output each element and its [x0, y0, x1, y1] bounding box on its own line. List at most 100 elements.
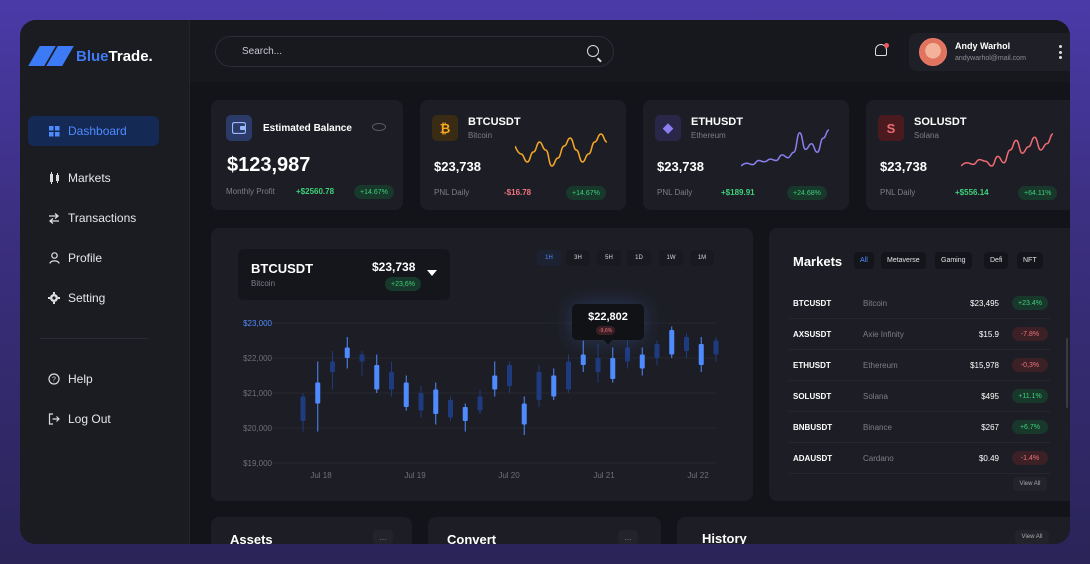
markets-card: Markets All Metaverse Gaming Defi NFT BT…: [769, 228, 1070, 501]
search-input[interactable]: Search...: [215, 36, 614, 67]
sidebar-item-setting[interactable]: Setting: [28, 283, 159, 313]
tab-defi[interactable]: Defi: [984, 252, 1009, 269]
candle-body[interactable]: [433, 389, 439, 415]
sidebar-item-profile[interactable]: Profile: [28, 243, 159, 273]
ticker-change: -$16.78: [504, 188, 532, 197]
candle-body[interactable]: [580, 354, 586, 366]
notification-dot: [884, 43, 889, 48]
market-price: $15.9: [978, 330, 999, 339]
candle-body[interactable]: [418, 393, 424, 411]
candle-body[interactable]: [448, 400, 453, 418]
market-symbol: BTCUSDT: [793, 299, 832, 308]
chevron-down-icon[interactable]: [427, 270, 437, 276]
candle-body[interactable]: [595, 358, 601, 372]
ticker-symbol: ETHUSDT: [691, 116, 743, 128]
markets-view-all-button[interactable]: View All: [1013, 477, 1047, 491]
assets-card: Assets ...: [211, 517, 412, 544]
market-name: Bitcoin: [863, 299, 888, 308]
history-title: History: [702, 531, 747, 544]
top-bar: Search... Andy Warhol andywarhol@mail.co…: [190, 20, 1070, 82]
timeframe-1m[interactable]: 1M: [690, 250, 714, 266]
brand-logo[interactable]: BlueTrade.: [28, 46, 153, 66]
ticker-card-eth[interactable]: ◆ ETHUSDT Ethereum $23,738 PNL Daily +$1…: [643, 100, 849, 210]
tab-nft[interactable]: NFT: [1017, 252, 1043, 269]
table-row[interactable]: BNBUSDT Binance $267 +6.7%: [789, 412, 1050, 443]
tab-metaverse[interactable]: Metaverse: [881, 252, 926, 269]
timeframe-1w[interactable]: 1W: [659, 250, 683, 266]
table-row[interactable]: ADAUSDT Cardano $0.49 -1.4%: [789, 443, 1050, 474]
sparkline-path: [515, 133, 607, 167]
ethereum-icon: ◆: [655, 115, 681, 141]
candle-body[interactable]: [315, 382, 321, 404]
candle-body[interactable]: [507, 365, 512, 386]
search-icon[interactable]: [587, 45, 599, 57]
candle-body[interactable]: [300, 396, 306, 422]
market-price: $495: [981, 392, 999, 401]
candle-body[interactable]: [403, 382, 409, 408]
timeframe-3h[interactable]: 3H: [566, 250, 590, 266]
timeframe-1d[interactable]: 1D: [627, 250, 651, 266]
candle-body[interactable]: [330, 361, 335, 373]
candle-body[interactable]: [639, 354, 645, 369]
x-tick-label: Jul 18: [310, 471, 332, 480]
search-placeholder: Search...: [242, 46, 283, 57]
candle-body[interactable]: [566, 361, 571, 390]
timeframe-1h[interactable]: 1H: [537, 250, 561, 266]
candle-body[interactable]: [536, 372, 542, 400]
user-menu[interactable]: Andy Warhol andywarhol@mail.com: [909, 33, 1070, 71]
ticker-card-btc[interactable]: ₿ BTCUSDT Bitcoin $23,738 PNL Daily -$16…: [420, 100, 626, 210]
candle-body[interactable]: [625, 347, 630, 362]
candle-body[interactable]: [521, 403, 527, 425]
convert-more-button[interactable]: ...: [618, 530, 638, 544]
candle-body[interactable]: [462, 407, 468, 421]
candles-icon: [48, 172, 60, 184]
sidebar-item-logout[interactable]: Log Out: [28, 404, 159, 434]
timeframe-5h[interactable]: 5H: [597, 250, 621, 266]
candle-body[interactable]: [684, 337, 689, 351]
sparkline-btc: [515, 133, 607, 167]
sidebar-item-help[interactable]: ? Help: [28, 364, 159, 394]
candle-body[interactable]: [492, 375, 498, 390]
candle-body[interactable]: [344, 347, 350, 359]
notification-bell-icon[interactable]: [873, 42, 889, 60]
candlestick-chart[interactable]: $23,000 $22,000 $21,000 $20,000 $19,000 Jul 1…: [211, 308, 753, 488]
logout-icon: [48, 413, 60, 425]
more-vertical-icon[interactable]: [1059, 45, 1062, 59]
tab-all[interactable]: All: [854, 252, 874, 269]
market-symbol: ETHUSDT: [793, 361, 831, 370]
history-view-all-button[interactable]: View All: [1015, 530, 1049, 544]
candle-body[interactable]: [551, 375, 557, 397]
market-change: +6.7%: [1012, 420, 1048, 434]
sidebar-item-label: Markets: [68, 171, 111, 185]
table-row[interactable]: AXSUSDT Axie Infinity $15.9 -7.8%: [789, 319, 1050, 350]
scrollbar[interactable]: [1066, 338, 1068, 408]
sidebar: BlueTrade. Dashboard Markets Transaction…: [20, 20, 190, 544]
market-name: Axie Infinity: [863, 330, 904, 339]
balance-label: Monthly Profit: [226, 187, 275, 196]
candle-body[interactable]: [713, 340, 719, 355]
table-row[interactable]: BTCUSDT Bitcoin $23,495 +23.4%: [789, 288, 1050, 319]
ticker-symbol: BTCUSDT: [468, 116, 521, 128]
sidebar-item-transactions[interactable]: Transactions: [28, 203, 159, 233]
sidebar-item-markets[interactable]: Markets: [28, 163, 159, 193]
table-row[interactable]: SOLUSDT Solana $495 +11.1%: [789, 381, 1050, 412]
sidebar-item-dashboard[interactable]: Dashboard: [28, 116, 159, 146]
candle-body[interactable]: [359, 354, 365, 362]
eye-icon[interactable]: [372, 123, 386, 131]
tab-gaming[interactable]: Gaming: [935, 252, 972, 269]
candle-body[interactable]: [374, 365, 380, 390]
candle-body[interactable]: [477, 396, 483, 411]
candle-body[interactable]: [610, 358, 616, 379]
candle-body[interactable]: [654, 344, 660, 358]
ticker-card-sol[interactable]: S SOLUSDT Solana $23,738 PNL Daily +$556…: [866, 100, 1070, 210]
market-price: $15,978: [970, 361, 999, 370]
candle-body[interactable]: [698, 344, 704, 365]
table-row[interactable]: ETHUSDT Ethereum $15,978 -0,3%: [789, 350, 1050, 381]
assets-more-button[interactable]: ...: [373, 530, 393, 544]
candle-body[interactable]: [389, 372, 394, 390]
candle-body[interactable]: [669, 330, 675, 355]
pair-selector[interactable]: BTCUSDT Bitcoin $23,738 +23,6%: [238, 249, 450, 300]
convert-card: Convert ...: [428, 517, 661, 544]
logo-mark-icon: [28, 46, 74, 66]
solana-icon: S: [878, 115, 904, 141]
